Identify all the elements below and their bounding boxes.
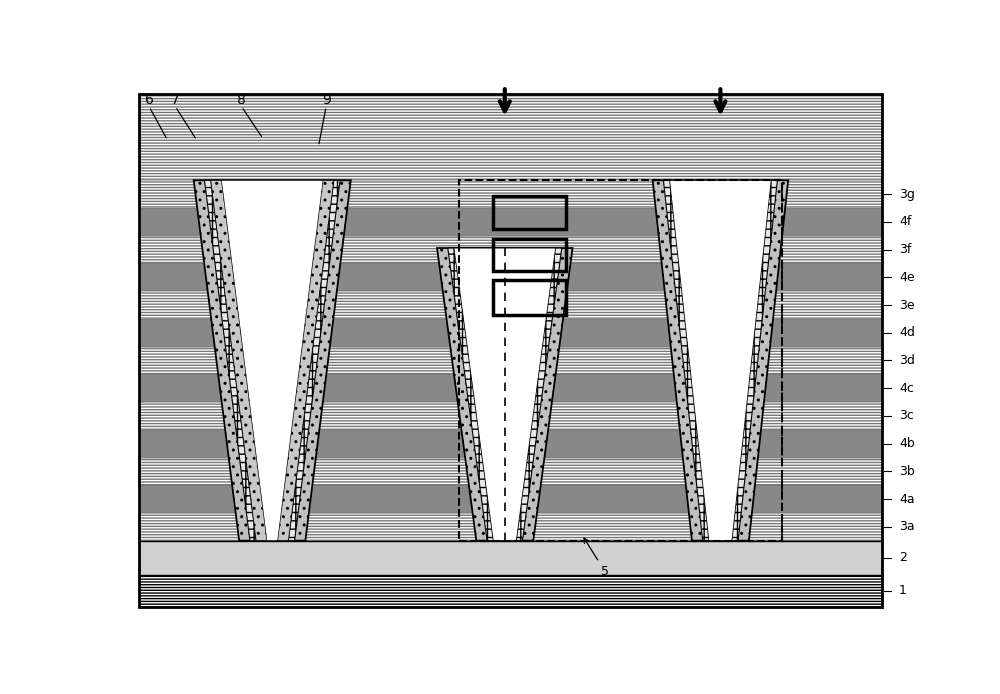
Polygon shape <box>653 180 788 541</box>
Polygon shape <box>211 180 334 541</box>
Text: 1: 1 <box>899 584 907 598</box>
Text: 3f: 3f <box>899 243 911 256</box>
Text: 3g: 3g <box>899 187 915 201</box>
Bar <box>139 264 882 291</box>
Polygon shape <box>454 248 556 541</box>
Text: 8: 8 <box>237 93 246 107</box>
Polygon shape <box>663 180 777 541</box>
Bar <box>139 180 882 208</box>
Bar <box>139 346 882 374</box>
Bar <box>139 541 882 575</box>
Polygon shape <box>194 180 351 541</box>
Polygon shape <box>211 180 334 541</box>
Text: 7: 7 <box>171 93 180 107</box>
Polygon shape <box>670 180 771 541</box>
Text: 5: 5 <box>584 538 609 578</box>
Bar <box>139 236 882 264</box>
Bar <box>139 319 882 346</box>
Polygon shape <box>437 248 573 541</box>
Polygon shape <box>448 248 562 541</box>
Bar <box>493 239 566 271</box>
Bar <box>139 575 882 607</box>
Text: 4e: 4e <box>899 271 915 284</box>
Text: 6: 6 <box>145 93 153 107</box>
Bar <box>139 513 882 541</box>
Text: 3c: 3c <box>899 409 914 423</box>
Text: 4d: 4d <box>899 326 915 339</box>
Text: 9: 9 <box>322 93 331 107</box>
Text: 4f: 4f <box>899 215 911 228</box>
Bar <box>139 457 882 485</box>
Text: 4c: 4c <box>899 382 914 395</box>
Polygon shape <box>205 180 340 541</box>
Bar <box>139 430 882 457</box>
Bar <box>493 196 566 229</box>
Bar <box>139 485 882 513</box>
Bar <box>139 374 882 402</box>
Text: 4b: 4b <box>899 437 915 450</box>
Text: 4a: 4a <box>899 493 915 506</box>
Bar <box>459 180 782 541</box>
Bar <box>139 208 882 236</box>
Bar <box>493 280 566 315</box>
Bar <box>139 402 882 430</box>
Text: 3a: 3a <box>899 520 915 533</box>
Text: 3e: 3e <box>899 298 915 312</box>
Text: 3b: 3b <box>899 465 915 478</box>
Text: 2: 2 <box>899 551 907 564</box>
Bar <box>139 291 882 319</box>
Text: 3d: 3d <box>899 354 915 367</box>
Polygon shape <box>221 180 323 541</box>
Bar <box>139 94 882 180</box>
